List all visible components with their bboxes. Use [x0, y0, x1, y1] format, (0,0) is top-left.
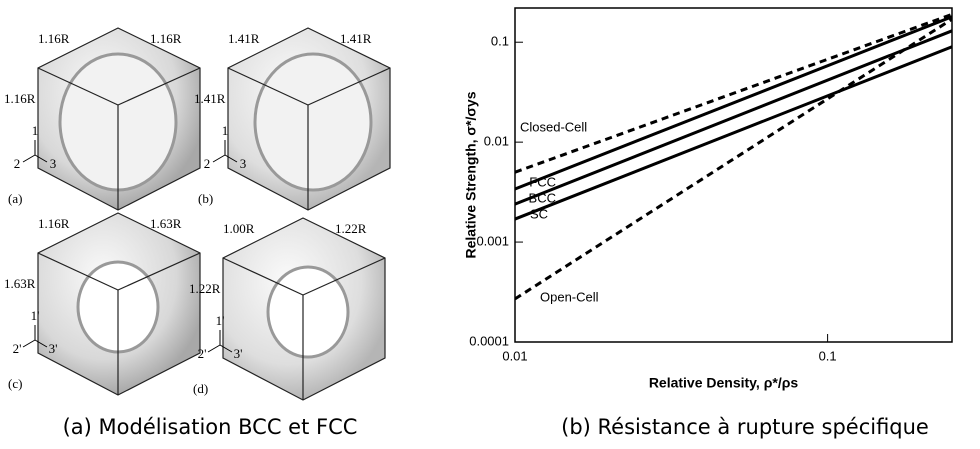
axis-triad [207, 344, 221, 353]
axis-label: 1' [216, 313, 225, 328]
series-line [515, 45, 952, 221]
series-line [515, 15, 952, 191]
axis-label: 2 [14, 156, 21, 171]
axis-label: 3' [234, 346, 243, 361]
x-tick-label: 0.01 [502, 348, 527, 363]
y-tick-label: 0.1 [491, 34, 509, 49]
cube-panel: 1.16R 1.63R 1.63R 1' 2' 3' (c) [4, 212, 201, 396]
axis-triad [22, 339, 36, 348]
axis-triad [219, 344, 233, 353]
axis-triad [34, 154, 48, 163]
axis-label: 1 [222, 123, 229, 138]
dimension-label: 1.16R [4, 91, 36, 106]
series-label: SC [530, 206, 548, 221]
panel-tag: (d) [193, 381, 208, 396]
cube-edge [222, 257, 304, 296]
axis-label: 3 [50, 156, 57, 171]
cube-edge [117, 67, 201, 106]
dimension-label: 1.41R [340, 31, 372, 46]
dimension-label: 1.16R [38, 216, 70, 231]
series-label: BCC [529, 190, 556, 205]
cell-void [253, 52, 373, 192]
cube-edge [302, 257, 386, 296]
axis-triad [34, 339, 48, 348]
cube-edge [37, 67, 119, 106]
dimension-label: 1.16R [38, 31, 70, 46]
plot-frame [514, 7, 953, 343]
y-tick-label: 0.01 [484, 134, 509, 149]
series-label: FCC [529, 174, 556, 189]
x-tick-label: 0.1 [819, 348, 837, 363]
axis-label: 1 [32, 123, 39, 138]
y-tick-label: 0.0001 [469, 333, 509, 348]
axis-label: 2' [13, 341, 22, 356]
cube-edge [307, 67, 391, 106]
dimension-label: 1.41R [228, 31, 260, 46]
caption: (b) Résistance à rupture spécifique [561, 415, 929, 439]
caption: (a) Modélisation BCC et FCC [63, 415, 358, 439]
axis-label: 2' [198, 346, 207, 361]
dimension-label: 1.63R [150, 216, 182, 231]
series-line [515, 12, 952, 174]
y-axis-label: Relative Strength, σ*/σys [463, 91, 479, 258]
cube-edge [37, 252, 119, 291]
axis-triad [212, 154, 226, 163]
series-label: Open-Cell [540, 289, 599, 304]
cube-panel: 1.41R 1.41R 1.41R 1 2 3 (b) [194, 27, 391, 211]
dimension-label: 1.63R [4, 276, 36, 291]
cell-void [266, 265, 350, 359]
y-tick-label: 0.001 [476, 234, 509, 249]
axis-label: 3 [240, 156, 247, 171]
dimension-label: 1.22R [335, 221, 367, 236]
cube-panel: 1.16R 1.16R 1.16R 1 2 3 (a) [4, 27, 201, 211]
x-axis-label: Relative Density, ρ*/ρs [649, 375, 799, 391]
series-line [515, 29, 952, 206]
panel-tag: (b) [198, 191, 213, 206]
cube-edge [227, 67, 309, 106]
cube-panel: 1.00R 1.22R 1.22R 1' 2' 3' (d) [189, 217, 386, 401]
axis-label: 1' [31, 308, 40, 323]
axis-triad [224, 154, 238, 163]
dimension-label: 1.00R [223, 221, 255, 236]
panel-tag: (a) [8, 191, 22, 206]
axis-label: 2 [204, 156, 211, 171]
axis-label: 3' [49, 341, 58, 356]
series-label: Closed-Cell [520, 119, 587, 134]
panel-tag: (c) [8, 376, 22, 391]
dimension-label: 1.16R [150, 31, 182, 46]
axis-triad [22, 154, 36, 163]
series-line [515, 17, 952, 301]
dimension-label: 1.22R [189, 281, 221, 296]
dimension-label: 1.41R [194, 91, 226, 106]
cube-edge [117, 252, 201, 291]
